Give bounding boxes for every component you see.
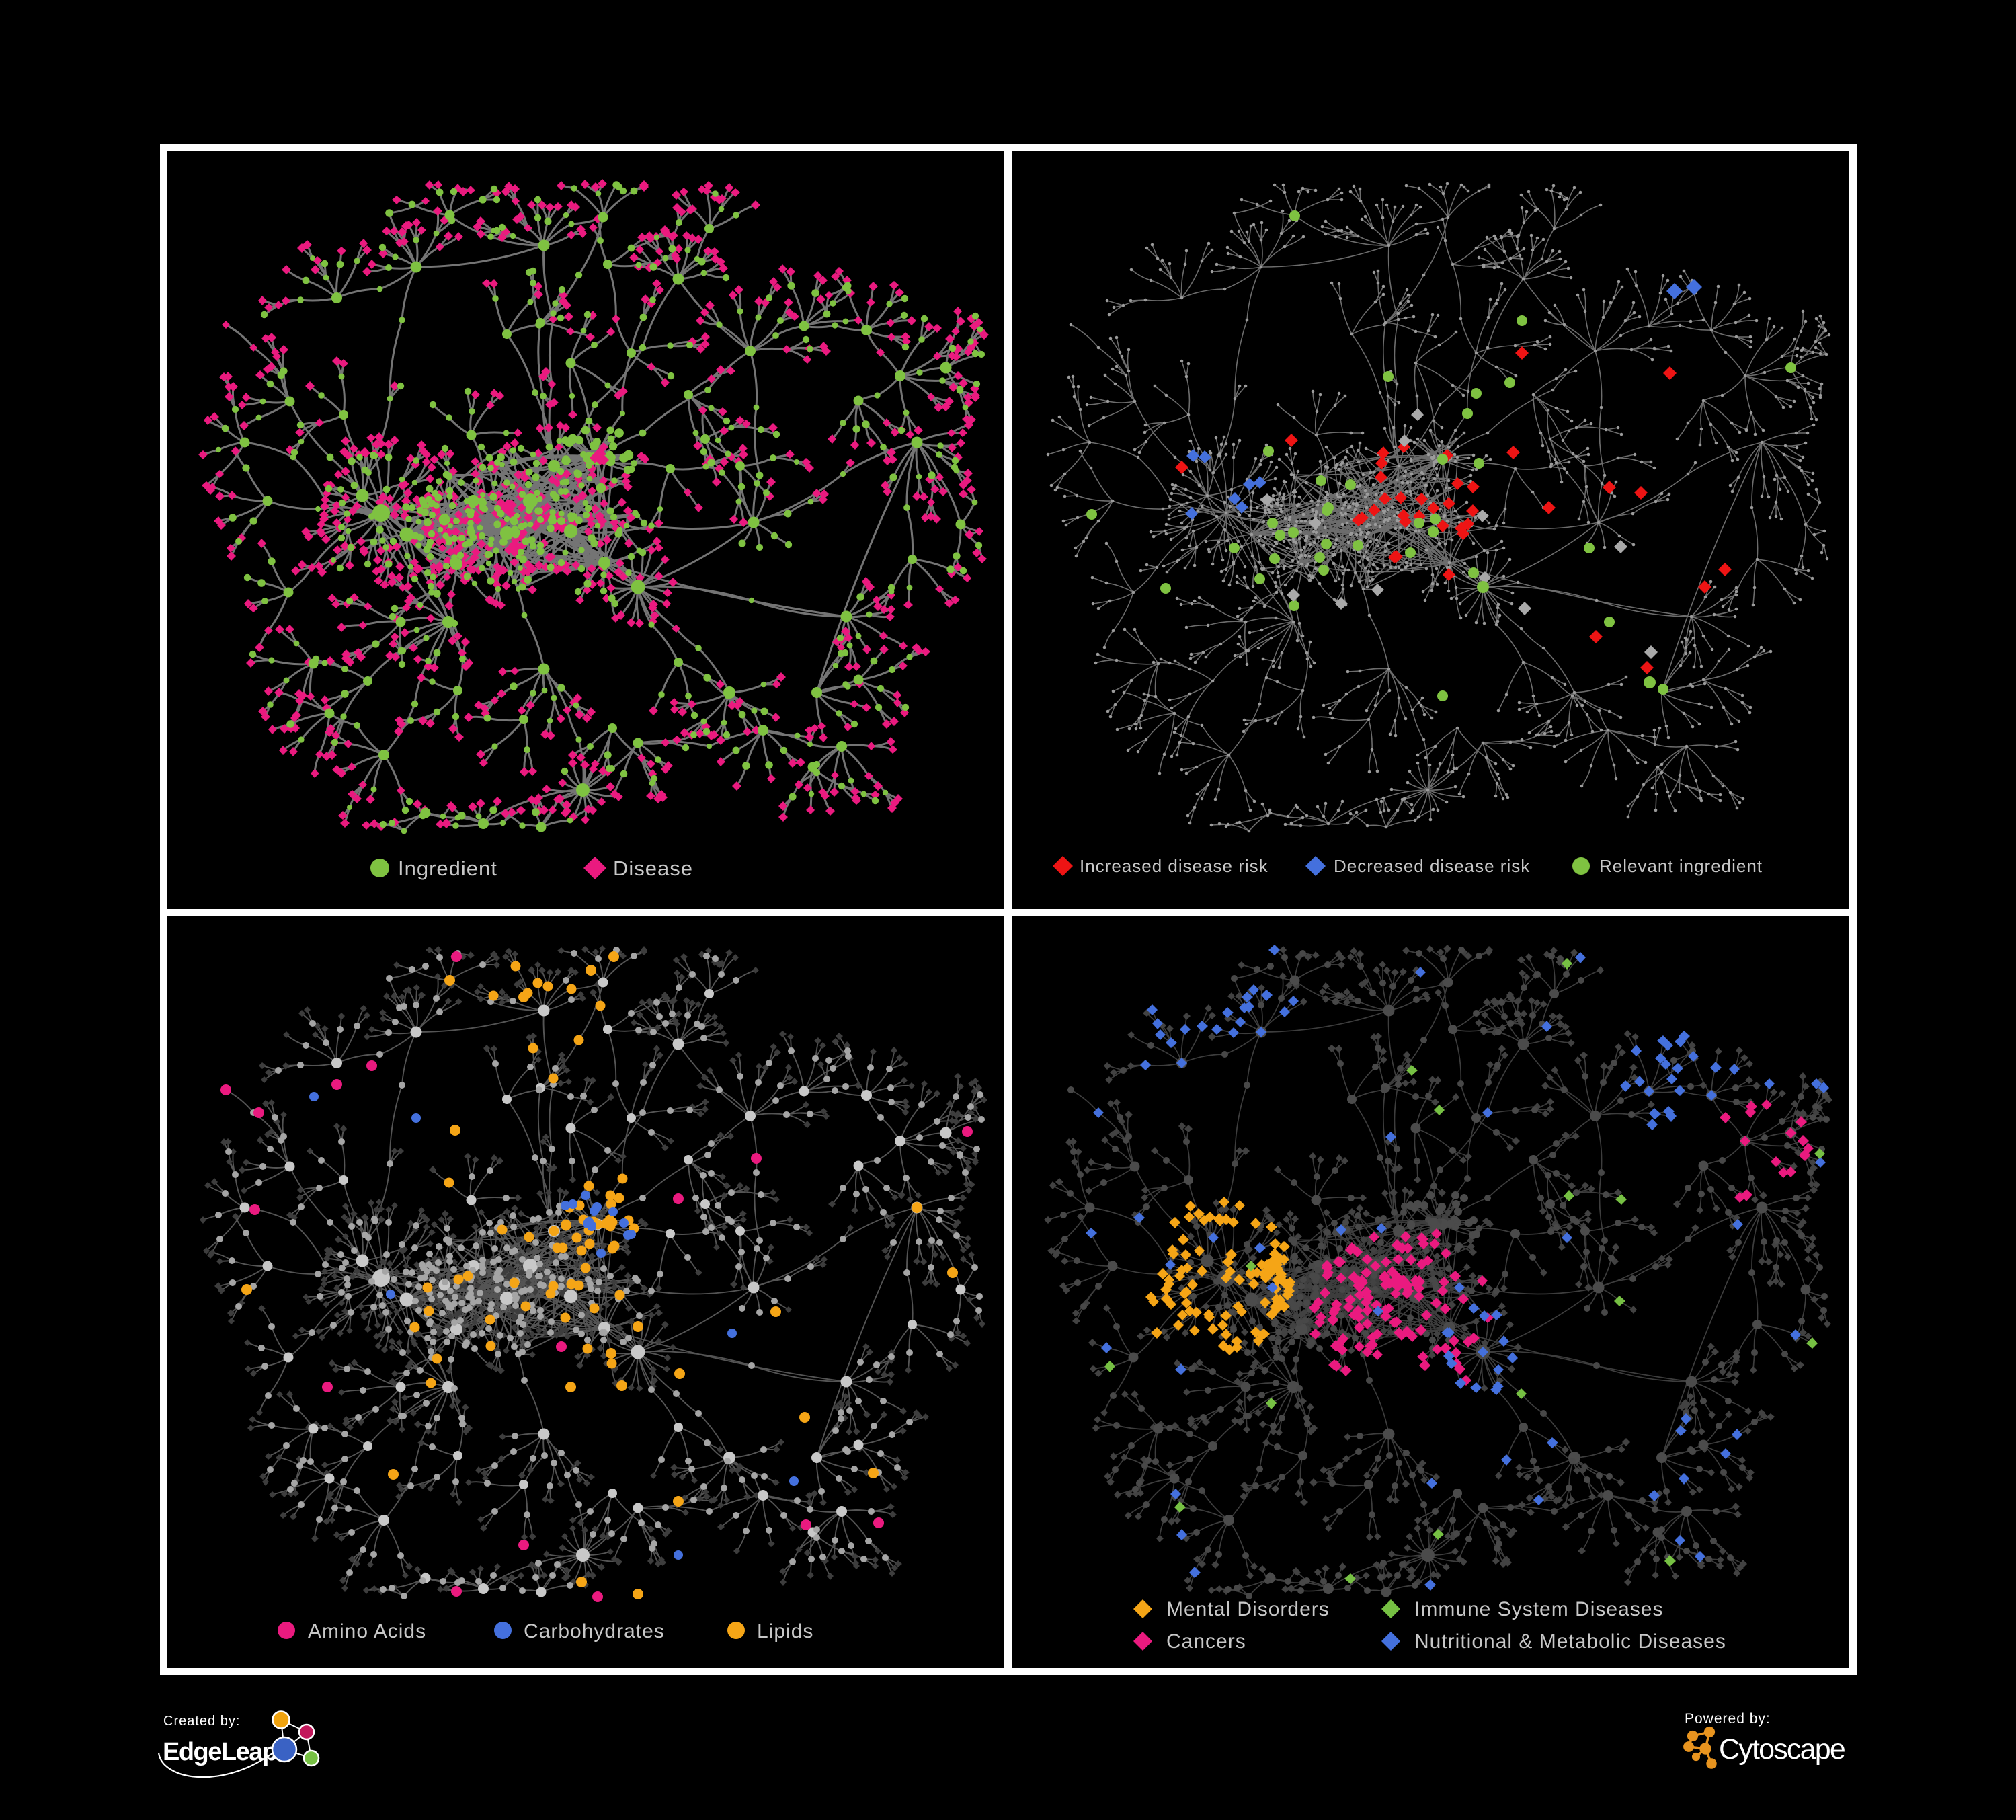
svg-text:Carbohydrates: Carbohydrates xyxy=(524,1620,665,1643)
svg-text:Created by:: Created by: xyxy=(163,1714,240,1729)
svg-text:Lipids: Lipids xyxy=(757,1620,813,1643)
svg-text:Mental Disorders: Mental Disorders xyxy=(1166,1598,1330,1620)
svg-text:Nutritional & Metabolic Diseas: Nutritional & Metabolic Diseases xyxy=(1414,1630,1726,1653)
svg-text:Amino Acids: Amino Acids xyxy=(308,1620,426,1643)
svg-text:Relevant ingredient: Relevant ingredient xyxy=(1599,856,1763,876)
svg-text:Disease: Disease xyxy=(613,857,693,880)
svg-text:Powered by:: Powered by: xyxy=(1685,1711,1771,1727)
svg-text:EdgeLeap: EdgeLeap xyxy=(163,1738,277,1766)
svg-text:Ingredient: Ingredient xyxy=(398,857,497,880)
svg-text:Cancers: Cancers xyxy=(1166,1630,1246,1653)
svg-text:Decreased disease risk: Decreased disease risk xyxy=(1334,856,1530,876)
svg-text:Cytoscape: Cytoscape xyxy=(1719,1733,1845,1766)
svg-text:Increased disease risk: Increased disease risk xyxy=(1080,856,1268,876)
svg-text:Immune System Diseases: Immune System Diseases xyxy=(1414,1598,1663,1620)
